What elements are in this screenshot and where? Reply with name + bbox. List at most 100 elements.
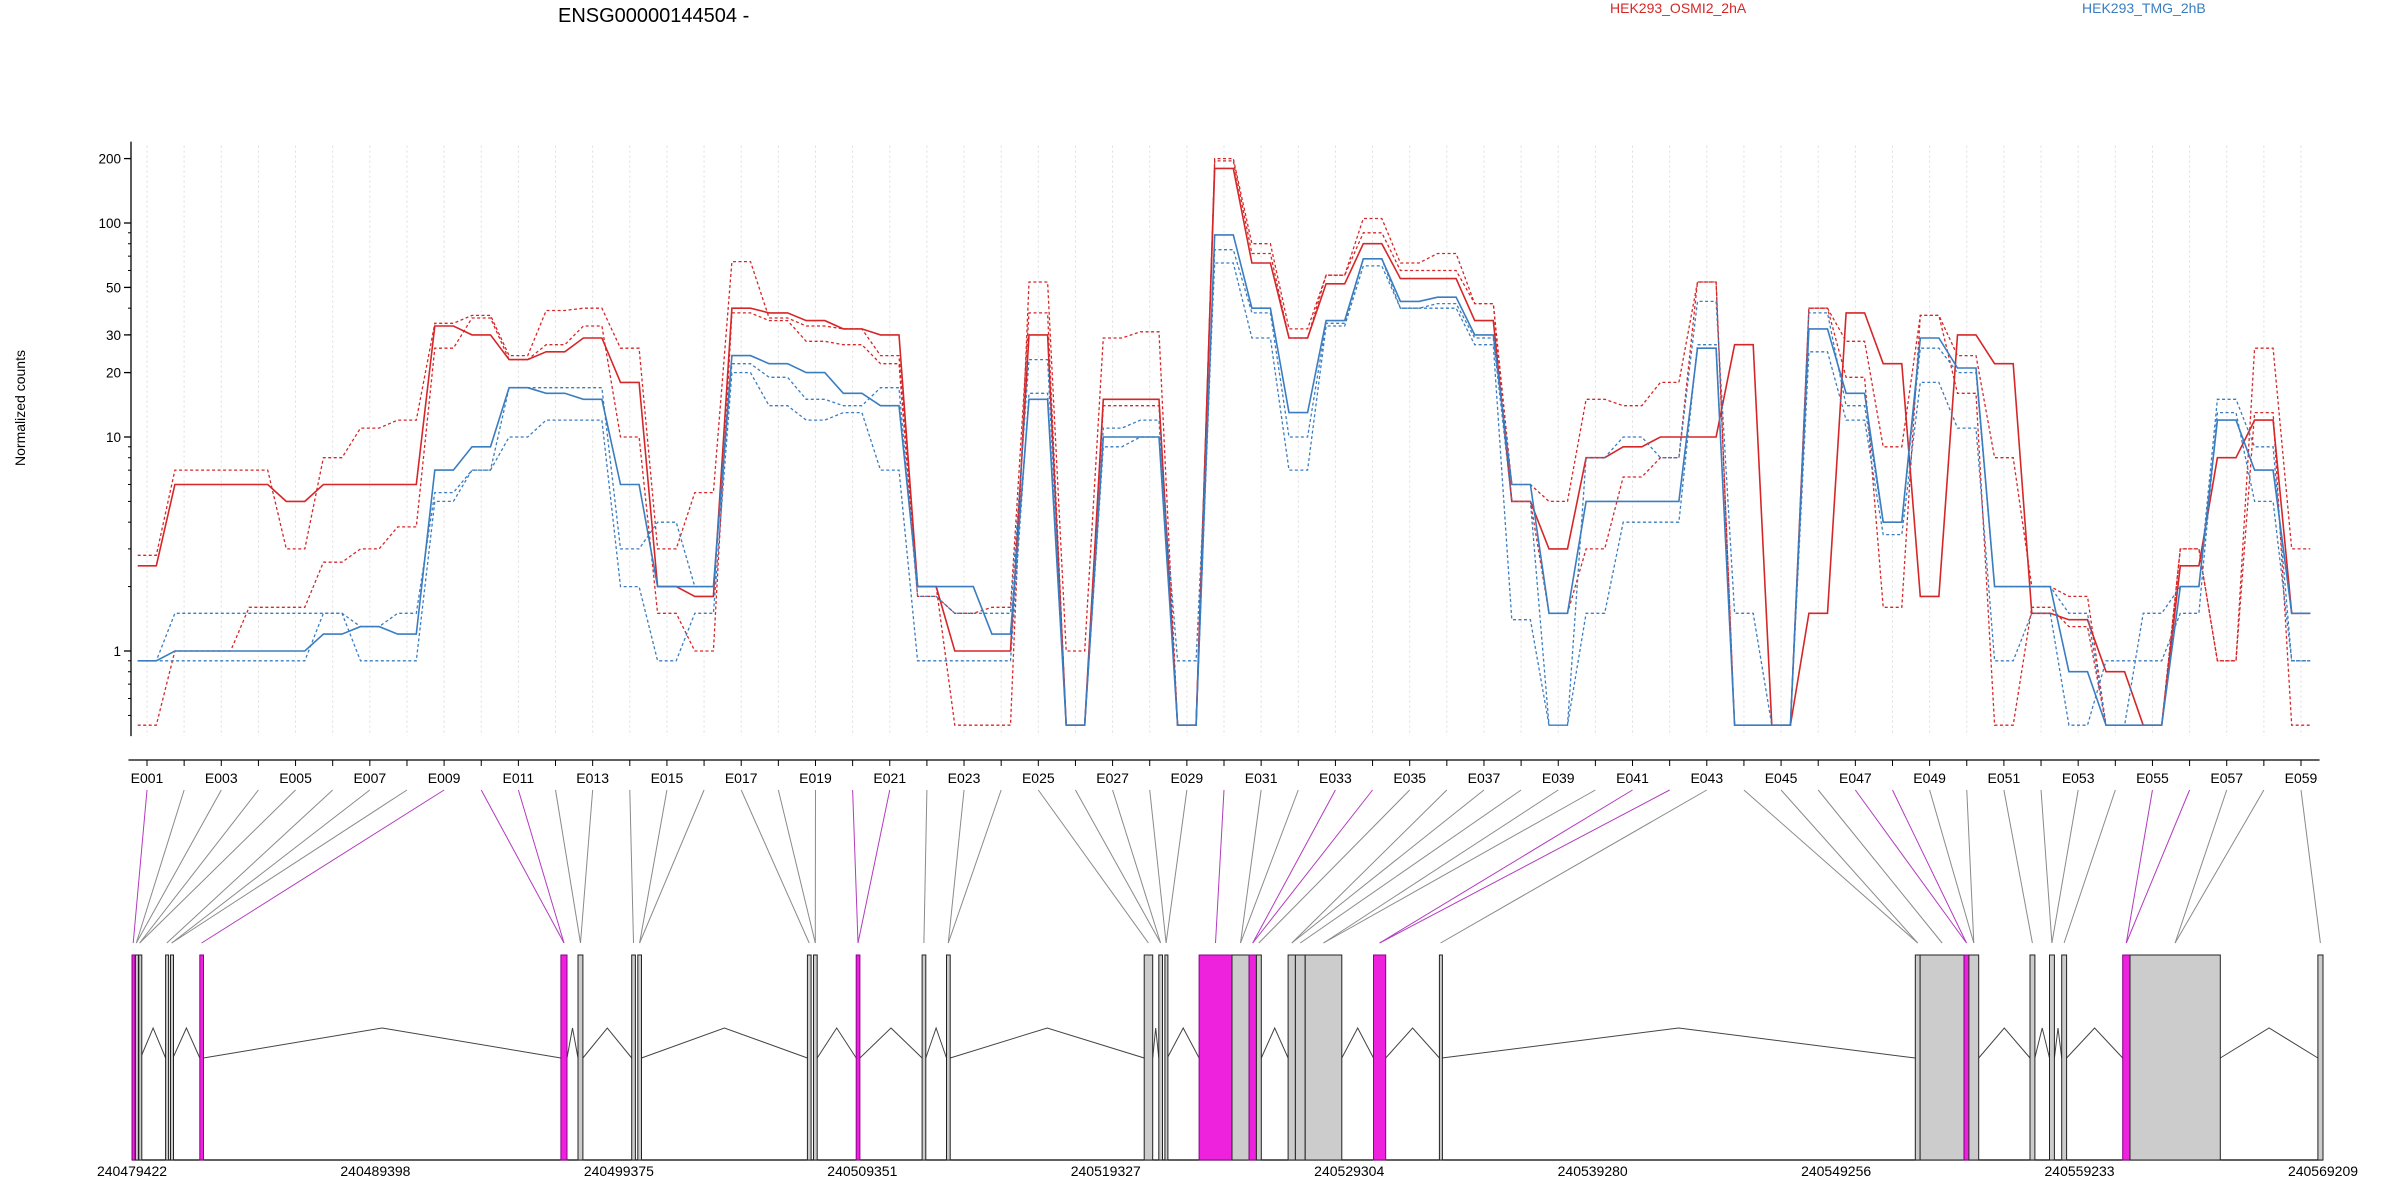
exon-box [946,954,951,1161]
exon-box [1968,954,1980,1161]
intron-line [1260,1026,1289,1059]
y-tick-label: 20 [106,366,121,381]
exon-connector [1854,789,1967,944]
exon-connector [1240,789,1262,944]
exon-connector [629,789,634,944]
exon-connector [517,789,565,944]
exon-box [138,954,143,1161]
exon-connector [2300,789,2321,944]
x-tick-label: E057 [2210,770,2243,786]
exon-box [637,954,642,1161]
intron-line [1385,1027,1440,1059]
x-tick-label: E021 [873,770,906,786]
exon-connector [166,789,334,944]
x-tick-label: E027 [1096,770,1129,786]
intron-line [859,1027,923,1059]
exon-connector [1817,789,1943,944]
exon-connector [1215,789,1225,944]
exon-box [1287,954,1296,1161]
exon-connector [171,789,408,944]
exon-box [1914,954,1921,1161]
series-lines [137,157,2311,726]
exon-box-highlighted [199,954,205,1161]
x-tick-label: E009 [428,770,461,786]
y-tick-label: 30 [106,328,121,343]
exon-connector [2125,789,2191,944]
exon-connector [480,789,565,944]
exon-connector [740,789,810,944]
exon-connector [171,789,371,944]
exon-connector [1379,789,1633,944]
y-tick-label: 10 [106,430,121,445]
x-tick-label: E049 [1913,770,1946,786]
x-tick-label: E045 [1765,770,1798,786]
exon-connector [1892,789,1967,944]
coordinate-label: 240489398 [340,1163,410,1179]
x-tick-label: E029 [1171,770,1204,786]
intron-line [641,1027,808,1059]
exon-box-highlighted [560,954,568,1161]
exon-connector [1037,789,1149,944]
intron-line [1441,1027,1916,1059]
x-tick-label: E001 [131,770,164,786]
coordinate-label: 240499375 [584,1163,654,1179]
intron-line [582,1027,633,1059]
exon-box [134,954,139,1161]
x-tick-label: E055 [2136,770,2169,786]
exon-connector [132,789,148,944]
x-tick-label: E023 [948,770,981,786]
exon-connector [2003,789,2033,944]
exon-box [2129,954,2221,1161]
exon-box-highlighted [1198,954,1233,1161]
legend-series-b: HEK293_TMG_2hB [2082,0,2206,16]
x-tick-label: E011 [503,770,535,786]
series-line-5 [137,262,2311,726]
exon-box-highlighted [2122,954,2131,1161]
exon-connector [135,789,185,944]
intron-line [172,1026,201,1059]
exon-connector [1323,789,1596,944]
intron-line [203,1027,561,1059]
intron-line [2066,1027,2124,1059]
exon-connector [139,789,259,944]
x-tick-label: E051 [1988,770,2021,786]
exon-box [1143,954,1154,1161]
exon-connector [857,789,891,944]
exon-box [170,954,174,1161]
intron-line [1978,1027,2031,1059]
exon-box [1438,954,1443,1161]
y-tick-label: 1 [113,644,121,659]
series-line-1 [137,157,2311,726]
x-tick-label: E003 [205,770,238,786]
exon-box [2317,954,2324,1161]
exon-connector [1323,789,1559,944]
x-tick-label: E043 [1690,770,1723,786]
exon-box [2049,954,2055,1161]
exon-connector [639,789,668,944]
x-tick-label: E037 [1468,770,1501,786]
exon-connector [852,789,859,944]
y-tick-label: 200 [98,152,121,167]
series-line-0 [137,167,2311,726]
exon-box [806,954,812,1161]
legend-series-a: HEK293_OSMI2_2hA [1610,0,1747,16]
exon-connector [1780,789,1919,944]
exon-connector [947,789,965,944]
exon-box-highlighted [131,954,136,1161]
y-axis-label: Normalized counts [12,350,28,466]
series-line-4 [137,249,2311,726]
intron-line [816,1027,857,1059]
exon-connector [2063,789,2116,944]
coordinate-label: 240529304 [1314,1163,1384,1179]
intron-line [1341,1026,1374,1059]
exon-connector [2040,789,2053,944]
exon-connector [1291,789,1485,944]
exon-connector [555,789,581,944]
intron-line [140,1026,167,1059]
exon-box [2029,954,2036,1161]
exon-connector [2125,789,2153,944]
exon-connector [1743,789,1919,944]
x-tick-label: E005 [279,770,312,786]
intron-line [2053,1027,2063,1059]
intron-line [2034,1027,2050,1059]
